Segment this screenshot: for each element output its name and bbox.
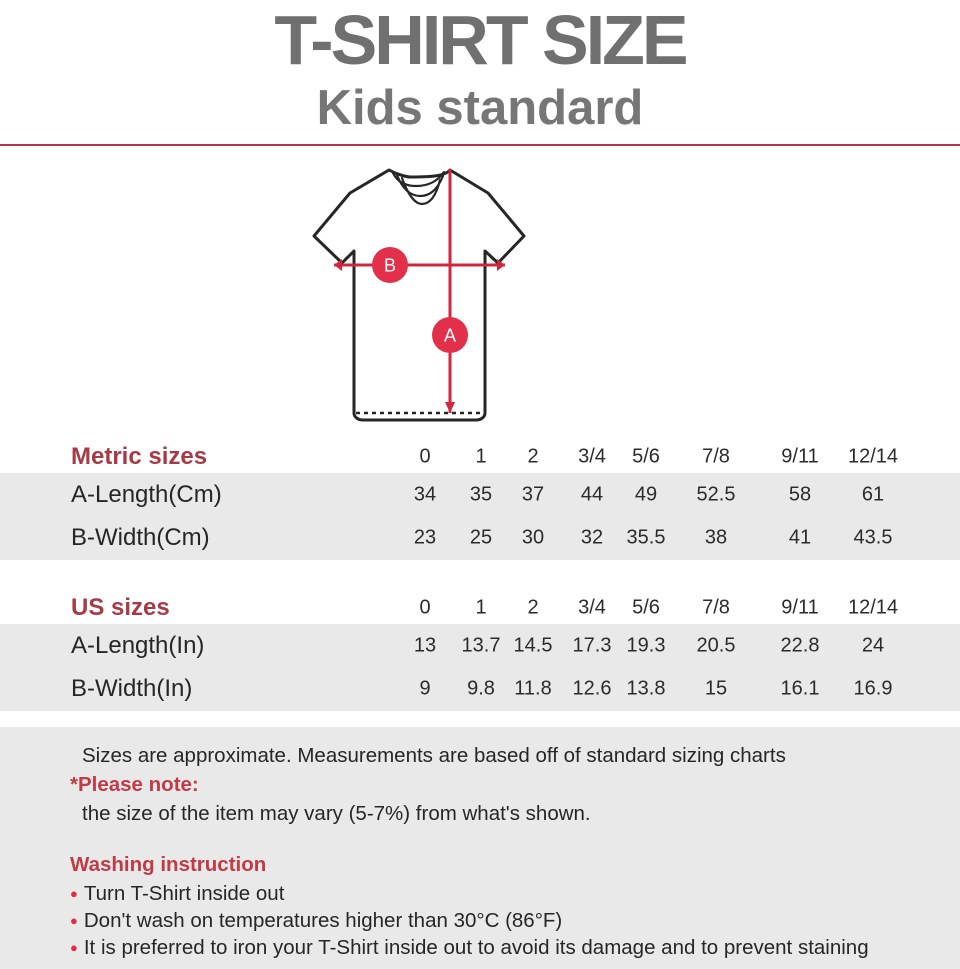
svg-text:B: B: [384, 256, 396, 276]
svg-text:A: A: [444, 326, 456, 346]
